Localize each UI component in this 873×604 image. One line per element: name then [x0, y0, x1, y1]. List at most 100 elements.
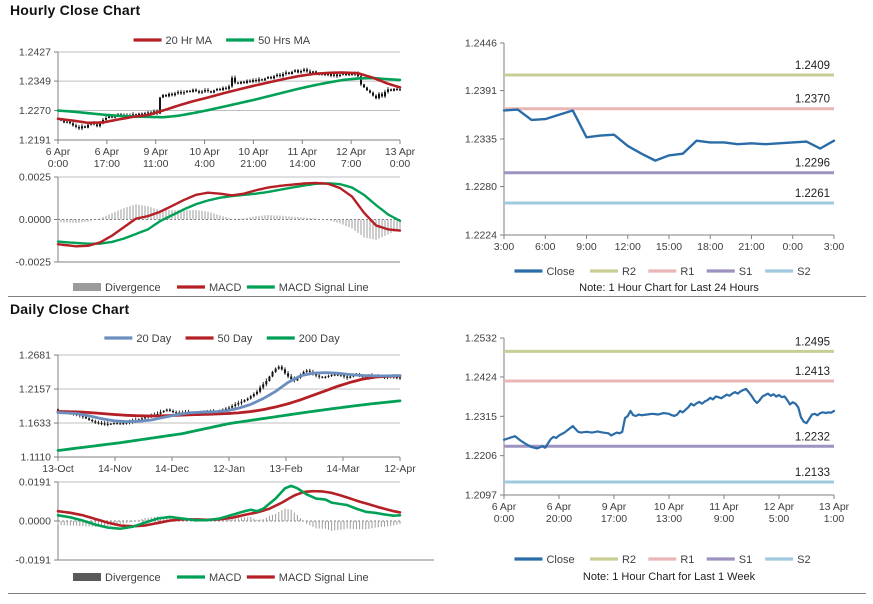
svg-text:1.2191: 1.2191	[19, 135, 51, 147]
svg-text:1.2681: 1.2681	[19, 350, 51, 362]
daily-section-title: Daily Close Chart	[10, 301, 130, 317]
svg-text:14-Nov: 14-Nov	[98, 463, 133, 475]
svg-text:1.2315: 1.2315	[465, 411, 497, 423]
svg-text:Close: Close	[546, 554, 574, 566]
svg-text:1.2206: 1.2206	[465, 450, 497, 462]
svg-text:0.0025: 0.0025	[19, 172, 51, 184]
svg-text:13 Apr: 13 Apr	[819, 501, 850, 513]
svg-text:1.2270: 1.2270	[19, 105, 51, 117]
svg-text:1.2349: 1.2349	[19, 76, 51, 88]
svg-text:200 Day: 200 Day	[299, 333, 340, 345]
svg-text:1.2446: 1.2446	[465, 38, 497, 50]
daily-macd-chart: 0.0191 0.0000 -0.0191 Divergence MACD MACD Si…	[10, 477, 434, 604]
svg-text:1.2409: 1.2409	[795, 60, 830, 72]
svg-text:Divergence: Divergence	[105, 572, 161, 584]
svg-text:50 Hrs MA: 50 Hrs MA	[258, 35, 311, 47]
svg-text:11 Apr: 11 Apr	[288, 146, 318, 158]
svg-text:1.2370: 1.2370	[795, 94, 830, 106]
svg-text:0:00: 0:00	[783, 241, 804, 253]
svg-text:1.2532: 1.2532	[465, 333, 497, 345]
hourly-price-chart: 1.2427 1.2349 1.2270 1.2191 6 Apr 0:00 6 Apr 17…	[10, 26, 434, 177]
svg-text:-0.0025: -0.0025	[15, 257, 51, 269]
svg-text:0.0000: 0.0000	[19, 516, 51, 528]
svg-text:21:00: 21:00	[240, 158, 266, 170]
svg-text:MACD Signal Line: MACD Signal Line	[279, 282, 369, 294]
svg-text:12-Jan: 12-Jan	[213, 463, 245, 475]
svg-text:1.2224: 1.2224	[465, 230, 497, 242]
svg-text:21:00: 21:00	[738, 241, 764, 253]
svg-text:3:00: 3:00	[824, 241, 845, 253]
hourly-macd-svg: 0.0025 0.0000 -0.0025 Divergence MACD MACD Si…	[15, 172, 402, 294]
svg-text:0:00: 0:00	[390, 158, 411, 170]
svg-text:18:00: 18:00	[697, 241, 723, 253]
svg-text:4:00: 4:00	[194, 158, 215, 170]
svg-text:5:00: 5:00	[769, 513, 790, 525]
svg-text:9:00: 9:00	[576, 241, 597, 253]
svg-text:13-Feb: 13-Feb	[269, 463, 302, 475]
hourly-pivot-chart: 1.2446 1.2391 1.2335 1.2280 1.2224 3:00 6:00 9:…	[446, 28, 870, 303]
svg-text:6:00: 6:00	[535, 241, 556, 253]
svg-text:R2: R2	[622, 554, 636, 566]
svg-text:R1: R1	[680, 266, 694, 278]
svg-text:13:00: 13:00	[656, 513, 682, 525]
svg-text:13-Oct: 13-Oct	[42, 463, 74, 475]
svg-text:17:00: 17:00	[601, 513, 627, 525]
svg-text:3:00: 3:00	[494, 241, 515, 253]
svg-text:10 Apr: 10 Apr	[238, 146, 269, 158]
svg-text:Divergence: Divergence	[105, 282, 161, 294]
svg-text:0.0000: 0.0000	[19, 214, 51, 226]
svg-text:9:00: 9:00	[714, 513, 735, 525]
svg-text:20:00: 20:00	[546, 513, 572, 525]
svg-text:12-Apr: 12-Apr	[384, 463, 416, 475]
svg-text:17:00: 17:00	[94, 158, 120, 170]
svg-text:9 Apr: 9 Apr	[602, 501, 627, 513]
svg-text:1.2391: 1.2391	[465, 85, 497, 97]
svg-text:MACD: MACD	[209, 572, 241, 584]
weekly-pivot-chart: 1.2532 1.2424 1.2315 1.2206 1.2097 6 Apr 0:00 6…	[446, 330, 870, 601]
svg-text:S1: S1	[739, 554, 752, 566]
svg-text:0:00: 0:00	[494, 513, 515, 525]
svg-text:Note: 1 Hour Chart for Last 24: Note: 1 Hour Chart for Last 24 Hours	[579, 282, 759, 294]
svg-text:1.2424: 1.2424	[465, 371, 497, 383]
svg-text:MACD Signal Line: MACD Signal Line	[279, 572, 369, 584]
hourly-macd-chart: 0.0025 0.0000 -0.0025 Divergence MACD MACD Si…	[10, 172, 434, 302]
svg-text:1.2495: 1.2495	[795, 336, 830, 348]
svg-text:10 Apr: 10 Apr	[654, 501, 685, 513]
svg-text:20 Day: 20 Day	[136, 333, 171, 345]
svg-text:1.2133: 1.2133	[795, 467, 830, 479]
svg-text:14-Mar: 14-Mar	[326, 463, 360, 475]
svg-text:50 Day: 50 Day	[218, 333, 253, 345]
svg-text:-0.0191: -0.0191	[15, 555, 51, 567]
svg-text:1.2157: 1.2157	[19, 384, 51, 396]
daily-macd-svg: 0.0191 0.0000 -0.0191 Divergence MACD MACD Si…	[15, 477, 434, 584]
svg-text:11 Apr: 11 Apr	[709, 501, 739, 513]
svg-text:11:00: 11:00	[143, 158, 169, 170]
svg-text:10 Apr: 10 Apr	[189, 146, 220, 158]
svg-text:6 Apr: 6 Apr	[492, 501, 517, 513]
svg-text:1.1110: 1.1110	[20, 452, 51, 464]
svg-text:12 Apr: 12 Apr	[764, 501, 795, 513]
svg-text:MACD: MACD	[209, 282, 241, 294]
svg-text:S2: S2	[797, 554, 810, 566]
svg-text:1.2427: 1.2427	[19, 47, 51, 59]
svg-text:1.1633: 1.1633	[19, 418, 51, 430]
svg-text:1:00: 1:00	[824, 513, 845, 525]
svg-text:1.2097: 1.2097	[465, 490, 497, 502]
svg-text:S2: S2	[797, 266, 810, 278]
svg-text:1.2261: 1.2261	[795, 188, 830, 200]
svg-text:Close: Close	[546, 266, 574, 278]
svg-text:6 Apr: 6 Apr	[547, 501, 572, 513]
svg-text:6 Apr: 6 Apr	[95, 146, 120, 158]
svg-text:0:00: 0:00	[48, 158, 69, 170]
svg-text:12:00: 12:00	[615, 241, 641, 253]
daily-price-chart: 1.2681 1.2157 1.1633 1.1110 13-Oct 14-Nov 14-D…	[10, 322, 434, 483]
bottom-divider	[8, 593, 866, 594]
svg-text:R2: R2	[622, 266, 636, 278]
svg-text:15:00: 15:00	[656, 241, 682, 253]
svg-text:6 Apr: 6 Apr	[46, 146, 71, 158]
svg-text:0.0191: 0.0191	[19, 477, 51, 489]
